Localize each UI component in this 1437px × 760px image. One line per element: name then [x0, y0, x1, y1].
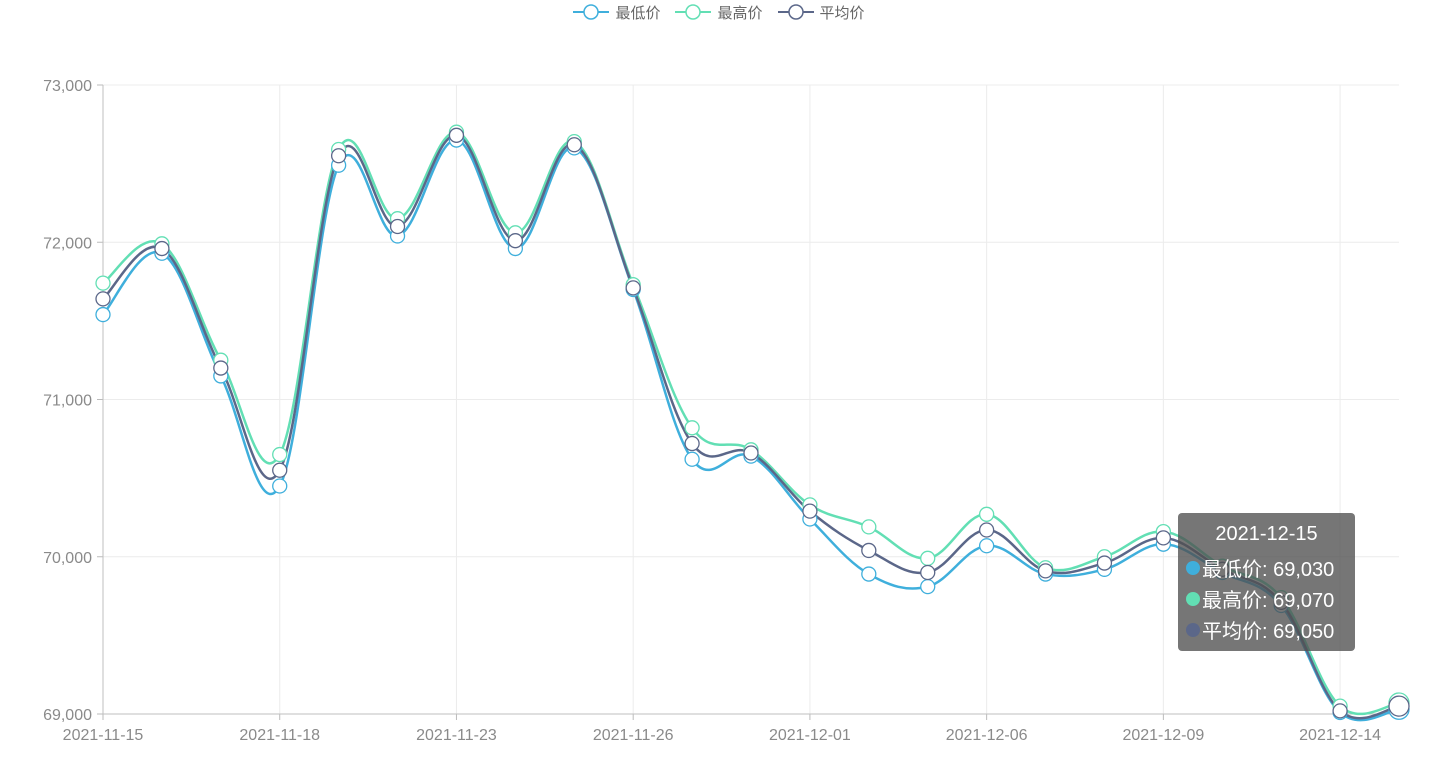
data-point [272, 446, 288, 463]
data-point [920, 578, 936, 595]
data-point [154, 240, 170, 257]
data-point [684, 435, 700, 452]
x-tick-label: 2021-12-14 [1299, 727, 1381, 744]
data-point [920, 550, 936, 566]
data-point [1155, 530, 1172, 546]
tooltip-row-high: 最高价: 69,070 [1186, 583, 1347, 614]
x-tick-label: 2021-12-09 [1122, 727, 1204, 744]
y-tick-label: 71,000 [43, 393, 92, 410]
data-point [978, 538, 995, 554]
data-point [1096, 555, 1113, 571]
legend-item-avg[interactable]: 平均价 [777, 2, 865, 23]
y-tick-label: 69,000 [43, 707, 92, 724]
data-point [272, 462, 288, 478]
data-point [743, 445, 759, 461]
legend-label-avg: 平均价 [819, 4, 865, 22]
data-point [330, 148, 347, 164]
data-point [95, 275, 111, 291]
tooltip-value-avg: 平均价: 69,050 [1202, 621, 1335, 643]
x-tick-label: 2021-11-23 [416, 727, 497, 744]
tooltip-title: 2021-12-15 [1215, 523, 1318, 545]
legend-line-circle-icon [777, 4, 814, 20]
legend-item-high[interactable]: 最高价 [674, 2, 763, 23]
legend-line-circle-icon [675, 4, 712, 20]
legend-line-circle-icon [573, 4, 610, 20]
legend-item-low[interactable]: 最低价 [572, 2, 660, 23]
tooltip-value-low: 最低价: 69,030 [1202, 559, 1335, 581]
tooltip-value-high: 最高价: 69,070 [1202, 590, 1335, 612]
data-point [95, 306, 111, 323]
y-tick-label: 72,000 [43, 235, 92, 252]
data-point [684, 451, 700, 467]
data-point [861, 566, 877, 582]
data-point [507, 233, 524, 249]
data-point [1388, 695, 1410, 717]
data-point [978, 506, 995, 522]
x-tick-label: 2021-11-15 [63, 727, 144, 744]
chart-tooltip: 2021-12-15 最低价: 69,030 最高价: 69,070 平均价: … [1178, 513, 1355, 651]
y-tick-label: 73,000 [43, 78, 92, 95]
data-point [1332, 703, 1348, 719]
data-point [802, 503, 818, 519]
data-point [1037, 563, 1054, 579]
data-point [95, 291, 111, 307]
data-point [272, 478, 288, 494]
data-point [920, 564, 936, 581]
y-tick-label: 70,000 [43, 550, 92, 567]
data-point [978, 522, 995, 538]
legend-label-low: 最低价 [615, 4, 661, 22]
legend-label-high: 最高价 [717, 4, 763, 22]
data-point [684, 420, 700, 436]
x-tick-label: 2021-12-06 [946, 727, 1028, 744]
series-dot-icon [1186, 560, 1200, 575]
data-point [861, 542, 877, 559]
data-point [448, 127, 465, 143]
x-tick-label: 2021-11-26 [593, 727, 674, 744]
tooltip-row-low: 最低价: 69,030 [1186, 552, 1347, 583]
legend: 最低价 最高价 平均价 [0, 0, 1437, 24]
data-point [566, 137, 582, 153]
tooltip-row-avg: 平均价: 69,050 [1186, 614, 1347, 645]
data-point [213, 360, 229, 376]
data-point [625, 280, 641, 296]
x-tick-label: 2021-12-01 [769, 727, 851, 744]
series-dot-icon [1186, 591, 1200, 606]
data-point [861, 519, 877, 535]
series-dot-icon [1186, 622, 1200, 637]
x-tick-label: 2021-11-18 [239, 727, 320, 744]
data-point [389, 218, 406, 235]
